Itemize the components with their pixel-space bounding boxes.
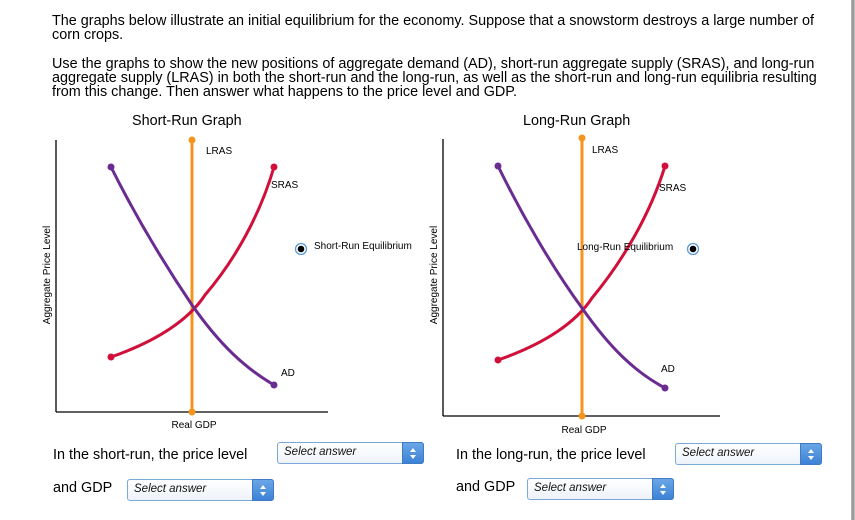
long-run-lras-label: LRAS <box>592 145 618 156</box>
long-run-graph[interactable]: Aggregate Price Level Real GDP LRAS SRAS… <box>429 134 720 437</box>
long-run-lras-curve[interactable] <box>578 134 586 420</box>
select-arrows-icon[interactable] <box>652 478 674 500</box>
long-run-ad-curve[interactable] <box>494 162 669 392</box>
short-run-equilibrium-label: Short-Run Equilibrium <box>314 241 412 252</box>
short-run-graph[interactable]: Aggregate Price Level Real GDP LRAS SRAS… <box>42 136 412 432</box>
ad-start-handle[interactable] <box>494 162 502 170</box>
short-run-x-label: Real GDP <box>171 420 216 431</box>
select-arrows-icon[interactable] <box>402 442 424 464</box>
short-run-graph-title: Short-Run Graph <box>132 113 242 129</box>
short-run-price-select[interactable]: Select answer <box>277 442 424 464</box>
question-instructions: The graphs below illustrate an initial e… <box>52 14 832 99</box>
select-arrows-icon[interactable] <box>800 443 822 465</box>
long-run-sras-curve[interactable] <box>494 162 669 364</box>
long-run-price-select-value: Select answer <box>682 447 755 459</box>
long-run-equilibrium-label: Long-Run Equilibrium <box>577 242 673 253</box>
short-run-gdp-select[interactable]: Select answer <box>127 479 274 501</box>
long-run-equilibrium-tool[interactable]: Long-Run Equilibrium <box>577 242 700 256</box>
intro-paragraph-1: The graphs below illustrate an initial e… <box>52 13 815 43</box>
page-right-border <box>851 0 855 520</box>
lras-top-handle[interactable] <box>188 136 196 144</box>
long-run-graph-title: Long-Run Graph <box>523 113 631 129</box>
sras-end-handle[interactable] <box>270 163 278 171</box>
long-run-gdp-select[interactable]: Select answer <box>527 478 674 500</box>
short-run-equilibrium-tool[interactable]: Short-Run Equilibrium <box>294 241 412 256</box>
ad-start-handle[interactable] <box>107 163 115 171</box>
sras-start-handle[interactable] <box>494 356 502 364</box>
long-run-x-label: Real GDP <box>561 425 606 436</box>
ad-end-handle[interactable] <box>270 381 278 389</box>
long-run-y-label: Aggregate Price Level <box>429 226 440 324</box>
short-run-sras-label: SRAS <box>271 180 299 191</box>
short-run-gdp-question: and GDP <box>53 480 113 496</box>
intro-paragraph-2: Use the graphs to show the new positions… <box>52 56 817 100</box>
long-run-price-question: In the long-run, the price level <box>456 447 646 463</box>
long-run-price-select[interactable]: Select answer <box>675 443 822 465</box>
short-run-y-label: Aggregate Price Level <box>42 226 53 324</box>
long-run-sras-label: SRAS <box>659 183 687 194</box>
short-run-lras-label: LRAS <box>206 146 232 157</box>
long-run-gdp-select-value: Select answer <box>534 482 607 494</box>
select-arrows-icon[interactable] <box>252 479 274 501</box>
long-run-ad-label: AD <box>661 364 675 375</box>
short-run-ad-label: AD <box>281 368 295 379</box>
short-run-price-question: In the short-run, the price level <box>53 447 248 463</box>
short-run-ad-curve[interactable] <box>107 163 278 389</box>
lras-bottom-handle[interactable] <box>578 412 586 420</box>
short-run-lras-curve[interactable] <box>188 136 196 416</box>
short-run-price-select-value: Select answer <box>284 446 357 458</box>
lras-top-handle[interactable] <box>578 134 586 142</box>
long-run-gdp-question: and GDP <box>456 479 516 495</box>
ad-end-handle[interactable] <box>661 384 669 392</box>
short-run-sras-curve[interactable] <box>107 163 278 361</box>
short-run-gdp-select-value: Select answer <box>134 483 207 495</box>
sras-end-handle[interactable] <box>661 162 669 170</box>
sras-start-handle[interactable] <box>107 353 115 361</box>
lras-bottom-handle[interactable] <box>188 408 196 416</box>
